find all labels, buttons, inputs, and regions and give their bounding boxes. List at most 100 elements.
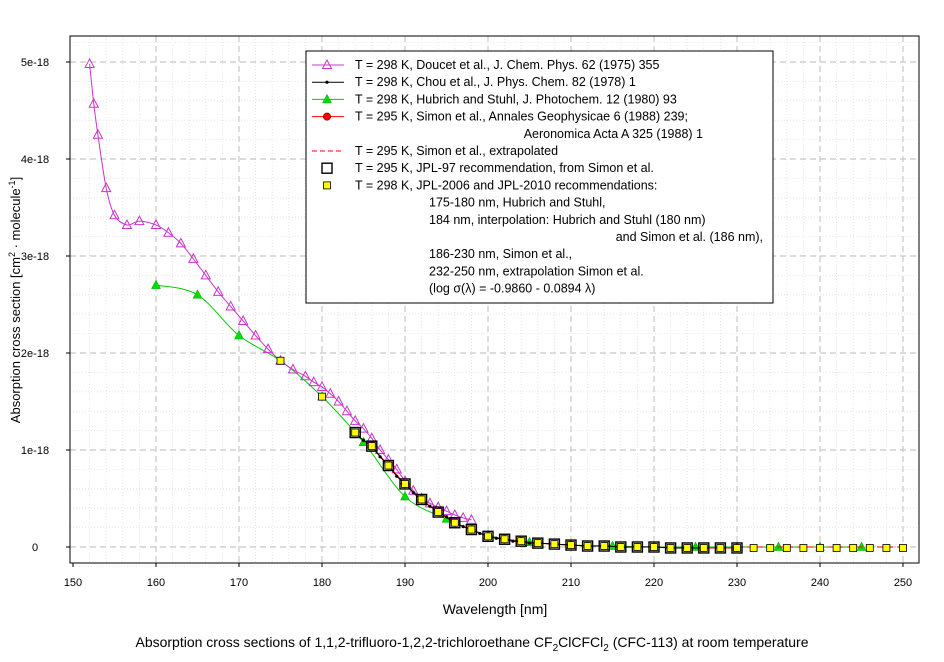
- x-tick-label: 150: [64, 577, 82, 589]
- data-point: [308, 376, 320, 387]
- data-point: [698, 542, 710, 554]
- data-point: [151, 279, 161, 289]
- data-point: [773, 541, 784, 551]
- legend-entry-text: 232-250 nm, extrapolation Simon et al.: [429, 264, 644, 278]
- data-point: [432, 506, 444, 518]
- legend-entry-text: T = 298 K, Chou et al., J. Phys. Chem. 8…: [355, 75, 636, 89]
- y-axis-label: Absorption cross section [cm2 · molecule…: [7, 177, 23, 423]
- data-point: [367, 442, 376, 451]
- data-point: [428, 504, 432, 508]
- data-point: [615, 541, 627, 553]
- series-yellow-square: [276, 356, 907, 552]
- data-point: [366, 432, 378, 443]
- data-point: [532, 537, 544, 549]
- data-point: [212, 285, 224, 296]
- data-point: [150, 218, 162, 229]
- legend-entry-text: T = 298 K, JPL-2006 and JPL-2010 recomme…: [355, 178, 657, 192]
- data-point: [417, 495, 426, 504]
- data-point: [666, 544, 675, 552]
- figure-caption: Absorption cross sections of 1,1,2-trifl…: [0, 634, 944, 654]
- data-point: [515, 535, 527, 547]
- legend-entry-text: (log σ(λ) = -0.9860 - 0.0894 λ): [429, 282, 595, 296]
- x-axis-label: Wavelength [nm]: [443, 601, 548, 617]
- legend-entry-text: and Simon et al. (186 nm),: [616, 230, 763, 244]
- y-tick-label: 5e-18: [21, 57, 49, 69]
- data-point: [200, 269, 212, 280]
- data-point: [441, 505, 452, 516]
- legend-marker: [322, 93, 332, 104]
- data-point: [457, 511, 469, 522]
- data-point: [374, 443, 386, 454]
- x-tick-label: 200: [479, 577, 497, 589]
- data-point: [478, 531, 482, 536]
- data-point: [683, 544, 692, 552]
- data-point: [401, 480, 409, 488]
- plot-frame: [69, 35, 920, 564]
- y-tick-label: 2e-18: [21, 348, 49, 360]
- data-point: [237, 314, 249, 325]
- data-point: [444, 515, 449, 519]
- data-point: [681, 542, 693, 554]
- data-point: [100, 182, 112, 193]
- caption-suffix: (CFC-113) at room temperature: [608, 634, 809, 650]
- data-point: [849, 544, 858, 552]
- data-point: [799, 544, 808, 552]
- legend: T = 298 K, Doucet et al., J. Chem. Phys.…: [305, 50, 774, 304]
- data-point: [865, 544, 874, 552]
- legend-marker: [325, 80, 329, 84]
- caption-prefix: Absorption cross sections of 1,1,2-trifl…: [135, 634, 553, 650]
- y-tick-label: 1e-18: [21, 445, 49, 457]
- series-black-dot: [353, 430, 706, 550]
- data-point: [664, 542, 677, 554]
- data-point: [316, 380, 328, 391]
- x-tick-label: 240: [811, 577, 829, 589]
- data-point: [500, 535, 509, 544]
- data-point: [511, 539, 515, 543]
- legend-marker: [321, 162, 333, 174]
- data-point: [782, 544, 791, 552]
- series-layer: [84, 57, 907, 554]
- x-tick-label: 250: [894, 577, 912, 589]
- legend-entry-text: 186-230 nm, Simon et al.,: [429, 247, 572, 261]
- legend-entry-text: T = 298 K, Doucet et al., J. Chem. Phys.…: [355, 58, 659, 72]
- data-point: [494, 536, 498, 540]
- data-point: [749, 544, 758, 552]
- data-point: [498, 533, 511, 545]
- legend-entry-text: Aeronomica Acta A 325 (1988) 1: [524, 127, 703, 141]
- data-point: [300, 370, 311, 381]
- x-tick-label: 160: [147, 577, 165, 589]
- data-point: [716, 544, 725, 552]
- data-point: [188, 252, 199, 263]
- data-point: [415, 493, 428, 506]
- y-label-sup: -1: [7, 180, 17, 188]
- data-point: [192, 289, 203, 299]
- data-point: [358, 422, 369, 433]
- data-point: [250, 329, 261, 340]
- data-point: [411, 491, 415, 495]
- caption-sub: 2: [603, 642, 609, 654]
- x-tick-label: 210: [562, 577, 580, 589]
- data-point: [616, 543, 625, 551]
- data-point: [391, 463, 403, 474]
- data-point: [832, 544, 841, 552]
- data-point: [276, 356, 285, 365]
- data-point: [84, 57, 95, 68]
- legend-marker: [321, 58, 333, 69]
- data-point: [466, 513, 477, 524]
- legend-marker: [322, 112, 331, 121]
- data-point: [600, 542, 609, 550]
- data-point: [134, 215, 145, 226]
- x-tick-label: 180: [313, 577, 331, 589]
- data-point: [262, 343, 274, 354]
- data-point: [121, 218, 133, 229]
- y-label-part: ]: [8, 177, 23, 181]
- data-point: [766, 544, 775, 552]
- data-point: [366, 440, 378, 452]
- data-point: [482, 530, 494, 543]
- data-point: [92, 128, 104, 139]
- legend-box: [305, 50, 774, 304]
- data-point: [856, 541, 867, 551]
- data-point: [234, 330, 244, 340]
- data-point: [465, 523, 478, 536]
- series-line: [155, 284, 862, 548]
